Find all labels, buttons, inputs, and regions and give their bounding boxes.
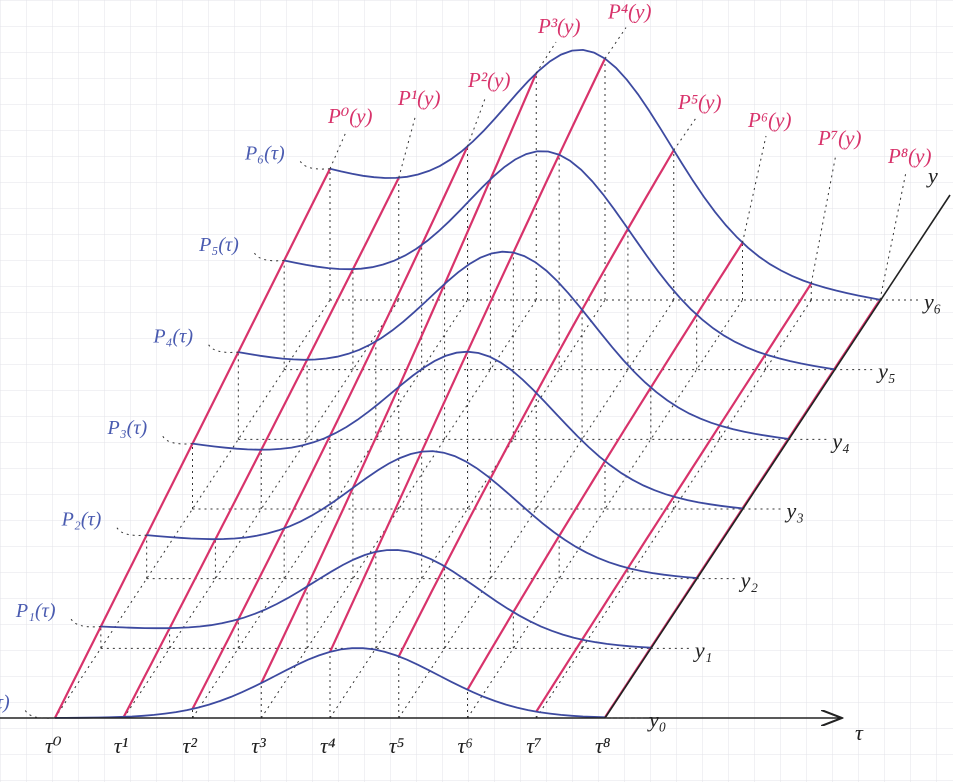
y-curve-label: P⁵(y) [677, 90, 721, 114]
label-leader [24, 709, 56, 719]
tau-curve [284, 150, 835, 371]
y-level-label: y₅ [876, 359, 895, 384]
y-curve-label: P⁷(y) [817, 126, 861, 150]
y-curve-label: P⁰(y) [327, 104, 373, 128]
label-leader [673, 117, 697, 151]
y-axis-label: y [926, 163, 938, 188]
y-curve-label: P³(y) [537, 14, 580, 38]
label-leader [879, 171, 907, 300]
tau-curve-label: P₂(τ) [61, 509, 102, 531]
label-leader [742, 135, 767, 243]
tau-curve-label: P₄(τ) [152, 326, 193, 348]
label-leader [604, 27, 627, 59]
label-leader [207, 343, 239, 353]
tau-level-label: τ⁸ [595, 733, 611, 758]
y-axis [604, 194, 951, 719]
tau-axis-label: τ [855, 720, 864, 745]
tau-curve [100, 549, 651, 649]
tau-level-label: τ¹ [114, 733, 128, 758]
y-curve-label: P¹(y) [397, 86, 440, 110]
y-curve-label: P⁶(y) [747, 108, 791, 132]
tau-curve [146, 450, 697, 579]
y-level-label: y₆ [922, 289, 941, 314]
label-leader [398, 113, 417, 178]
tau-curve-label: P₁(τ) [15, 600, 56, 622]
tau-level-label: τ⁶ [458, 733, 474, 758]
label-leader [253, 252, 285, 262]
tau-curve [55, 647, 606, 719]
y-level-label: y₄ [830, 428, 849, 453]
tau-level-label: τ⁴ [320, 733, 336, 758]
label-leader [535, 41, 557, 74]
tau-curve [238, 250, 789, 440]
tau-level-label: τ² [183, 733, 198, 758]
label-leader [162, 435, 193, 445]
y-level-label: y₃ [785, 498, 804, 523]
tau-curve-label: P₃(τ) [107, 417, 148, 439]
y-level-label: y₂ [739, 568, 759, 593]
label-leader [299, 160, 331, 170]
y-curve-label: P²(y) [467, 68, 510, 92]
label-leader [329, 131, 347, 169]
labels: τ⁰ τ¹ τ² τ³ τ⁴ τ⁵ τ⁶ τ⁷ τ⁸ y₀ y₁ y₂ y₃ y₄ y₅ y₆ P₀(τ) P₁(… [0, 0, 941, 758]
y-curve-label: P⁴(y) [607, 0, 651, 23]
tau-curve-label: P₅(τ) [198, 234, 239, 256]
tau-curve-label: P₆(τ) [244, 142, 285, 164]
label-leader [116, 526, 147, 536]
label-leader [70, 618, 101, 628]
tau-curve [192, 350, 743, 510]
tau-level-label: τ⁵ [389, 733, 405, 758]
tau-level-label: τ³ [251, 733, 266, 758]
y-level-label: y₁ [693, 637, 712, 662]
tau-level-label: τ⁰ [45, 733, 62, 758]
y-curve-label: P⁸(y) [887, 144, 931, 168]
y-level-label: y₀ [647, 707, 666, 732]
tau-curve-label: P₀(τ) [0, 692, 10, 714]
tau-level-label: τ⁷ [526, 733, 542, 758]
tau-curve [329, 48, 881, 301]
label-leader [810, 153, 837, 284]
